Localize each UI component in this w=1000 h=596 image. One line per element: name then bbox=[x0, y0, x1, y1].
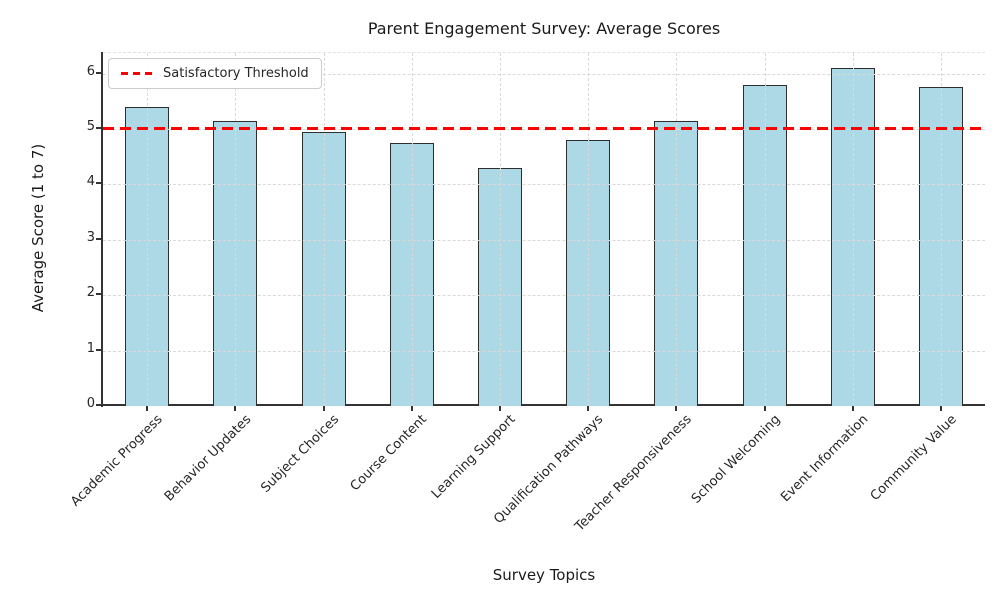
x-tick-label-9: Community Value bbox=[867, 412, 960, 504]
y-axis-spine bbox=[101, 52, 103, 407]
v-gridline-8 bbox=[852, 53, 854, 406]
y-tick-label-3: 3 bbox=[86, 229, 95, 245]
dashed-line-icon bbox=[121, 72, 153, 75]
v-gridline-2 bbox=[323, 53, 325, 406]
x-tick-mark-8 bbox=[851, 406, 854, 411]
chart-title: Parent Engagement Survey: Average Scores bbox=[367, 19, 721, 38]
h-gridline-3 bbox=[103, 239, 985, 241]
x-tick-mark-3 bbox=[410, 406, 413, 411]
y-tick-mark-3 bbox=[96, 237, 101, 240]
h-gridline-2 bbox=[103, 295, 985, 297]
x-tick-mark-2 bbox=[322, 406, 325, 411]
x-tick-mark-1 bbox=[234, 406, 237, 411]
x-tick-label-2: Subject Choices bbox=[258, 412, 343, 496]
y-tick-mark-6 bbox=[96, 71, 101, 74]
v-gridline-4 bbox=[499, 53, 501, 406]
y-tick-label-1: 1 bbox=[86, 340, 95, 356]
v-gridline-1 bbox=[235, 53, 237, 406]
v-gridline-6 bbox=[676, 53, 678, 406]
y-tick-mark-2 bbox=[96, 293, 101, 296]
x-tick-mark-7 bbox=[763, 406, 766, 411]
y-tick-label-5: 5 bbox=[86, 118, 95, 134]
y-tick-mark-0 bbox=[96, 404, 101, 406]
y-tick-mark-1 bbox=[96, 348, 101, 351]
x-tick-mark-9 bbox=[939, 406, 942, 411]
y-tick-label-2: 2 bbox=[86, 285, 95, 301]
y-tick-label-0: 0 bbox=[86, 396, 95, 411]
v-gridline-7 bbox=[764, 53, 766, 406]
plot-area: Satisfactory Threshold bbox=[103, 52, 985, 406]
y-axis-label: Average Score (1 to 7) bbox=[29, 143, 47, 313]
h-gridline-4 bbox=[103, 184, 985, 186]
y-tick-mark-5 bbox=[96, 126, 101, 129]
x-tick-label-4: Learning Support bbox=[428, 412, 519, 502]
threshold-line bbox=[103, 127, 985, 131]
x-tick-mark-0 bbox=[146, 406, 149, 411]
x-tick-label-3: Course Content bbox=[348, 412, 431, 495]
v-gridline-5 bbox=[588, 53, 590, 406]
y-tick-mark-4 bbox=[96, 182, 101, 185]
v-gridline-9 bbox=[940, 53, 942, 406]
y-tick-label-6: 6 bbox=[86, 63, 95, 79]
v-gridline-3 bbox=[411, 53, 413, 406]
x-axis-label: Survey Topics bbox=[492, 566, 596, 584]
x-tick-mark-6 bbox=[675, 406, 678, 411]
x-tick-label-0: Academic Progress bbox=[68, 412, 166, 510]
y-tick-label-4: 4 bbox=[86, 174, 95, 190]
legend: Satisfactory Threshold bbox=[108, 58, 322, 89]
x-tick-label-7: School Welcoming bbox=[688, 412, 784, 507]
h-gridline-1 bbox=[103, 350, 985, 352]
x-tick-mark-5 bbox=[587, 406, 590, 411]
x-tick-label-1: Behavior Updates bbox=[161, 412, 254, 505]
v-gridline-0 bbox=[147, 53, 149, 406]
h-gridline-6 bbox=[103, 73, 985, 75]
legend-label: Satisfactory Threshold bbox=[163, 66, 309, 81]
x-tick-mark-4 bbox=[498, 406, 501, 411]
x-axis-spine bbox=[101, 404, 985, 406]
x-tick-label-8: Event Information bbox=[778, 412, 872, 506]
